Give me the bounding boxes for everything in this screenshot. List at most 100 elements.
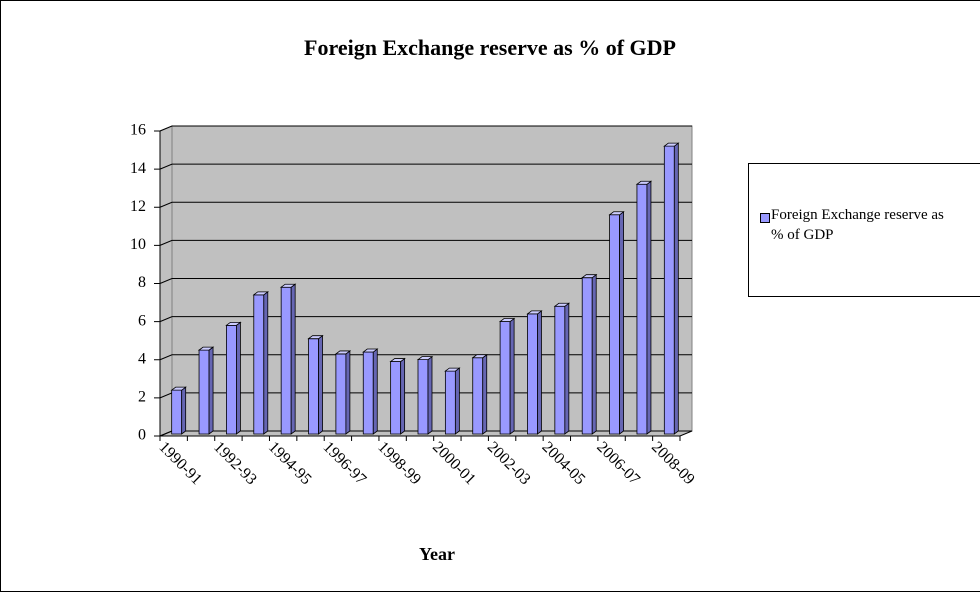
bar-side — [427, 355, 433, 435]
bar — [553, 302, 571, 435]
bar-front — [472, 357, 484, 435]
x-tick-label: 1994-95 — [265, 439, 315, 489]
bar — [444, 367, 461, 435]
bar — [252, 291, 269, 435]
bar — [362, 348, 379, 435]
bar-top — [444, 367, 461, 372]
x-tick-label: 1996-97 — [320, 439, 370, 489]
x-tick-label: 2004-05 — [539, 439, 589, 489]
bar-front — [390, 361, 402, 435]
legend-label: Foreign Exchange reserve as % of GDP — [771, 207, 944, 243]
grid-line — [159, 201, 692, 208]
bar-front — [636, 183, 648, 435]
grid-line — [159, 125, 692, 132]
bar — [581, 273, 598, 435]
bar-top — [635, 180, 653, 185]
bar — [225, 321, 242, 435]
bar-front — [226, 324, 237, 435]
bar-front — [527, 313, 538, 435]
bar-side — [400, 357, 406, 435]
bar-top — [197, 346, 215, 351]
bar-side — [537, 310, 542, 435]
bar-side — [591, 273, 597, 435]
bar-front — [554, 305, 566, 435]
grid-line — [159, 239, 692, 246]
bar-top — [252, 291, 269, 296]
y-tick-label: 16 — [130, 122, 146, 139]
legend-swatch — [760, 213, 770, 223]
bar-front — [362, 351, 374, 435]
chart-title: Foreign Exchange reserve as % of GDP — [304, 35, 676, 60]
grid-line — [159, 163, 692, 170]
bar — [608, 210, 625, 435]
bar-front — [417, 359, 429, 435]
x-tick-label: 1990-91 — [155, 439, 205, 489]
grid-line — [159, 354, 692, 361]
bar-side — [290, 283, 296, 435]
x-axis-title: Year — [419, 544, 455, 564]
bar-top — [471, 354, 488, 359]
bar-side — [482, 353, 488, 435]
bar — [498, 317, 516, 435]
grid-line — [159, 278, 692, 284]
y-tick-label: 4 — [138, 350, 146, 367]
bar-top — [608, 211, 625, 216]
bar-top — [225, 321, 242, 326]
bar-side — [673, 142, 679, 435]
y-tick-label: 8 — [138, 274, 146, 291]
bar-front — [308, 338, 319, 435]
y-tick-label: 0 — [138, 427, 146, 444]
bar-side — [372, 348, 378, 435]
bar-side — [208, 346, 214, 435]
bar-top — [307, 335, 324, 340]
x-tick-label: 1998-99 — [374, 439, 424, 489]
bar-front — [171, 389, 183, 435]
bar-front — [444, 370, 456, 435]
bar-front — [280, 286, 292, 435]
bar-side — [564, 302, 570, 435]
bar-front — [198, 349, 210, 435]
bar-side — [318, 334, 323, 435]
y-tick-label: 6 — [138, 312, 146, 329]
bar-side — [509, 317, 515, 435]
bar-front — [609, 214, 620, 435]
bar-top — [279, 283, 297, 288]
bar-front — [335, 353, 347, 435]
bar-side — [454, 367, 460, 435]
y-tick-label: 14 — [130, 160, 146, 177]
x-tick-label: 2002-03 — [484, 439, 534, 489]
bar-top — [498, 318, 516, 322]
bar-side — [263, 291, 269, 435]
bar — [471, 353, 488, 435]
bar-top — [526, 310, 543, 315]
bar — [416, 355, 434, 435]
x-tick-label: 2006-07 — [593, 439, 643, 489]
y-tick-label: 2 — [138, 389, 146, 406]
bar-front — [663, 145, 675, 435]
bar — [635, 180, 653, 435]
x-tick-label: 2000-01 — [429, 439, 479, 489]
bar — [526, 310, 543, 435]
bar-side — [646, 180, 652, 435]
bar — [279, 283, 297, 435]
bar-front — [253, 294, 265, 435]
bar — [307, 334, 324, 435]
bar — [197, 346, 215, 435]
bar-side — [345, 350, 351, 435]
bar-top — [581, 274, 598, 279]
bar-front — [581, 277, 593, 435]
x-tick-label: 2008-09 — [648, 439, 698, 489]
bar-side — [181, 386, 187, 435]
bar — [170, 386, 187, 435]
bar-top — [362, 348, 379, 353]
legend: Foreign Exchange reserve as % of GDP — [748, 163, 980, 297]
bar-top — [389, 358, 406, 362]
bar-top — [334, 350, 352, 355]
bar-top — [416, 356, 434, 361]
x-tick-label: 1992-93 — [210, 439, 260, 489]
bar — [334, 350, 352, 435]
bar-side — [619, 210, 624, 435]
bar-top — [663, 142, 680, 147]
y-tick-label: 10 — [130, 236, 146, 253]
